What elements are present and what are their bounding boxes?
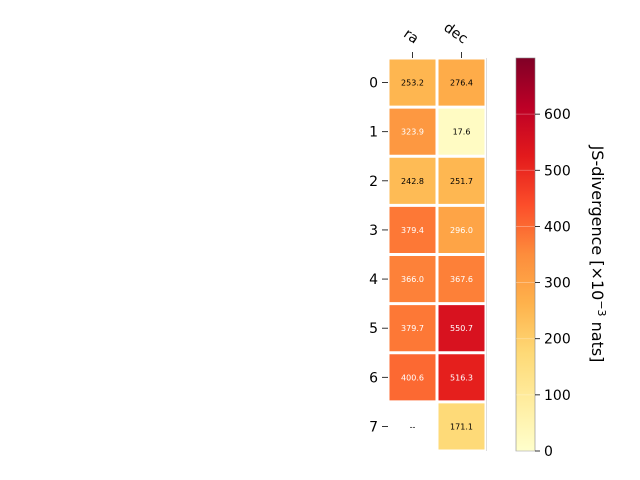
cell-value-0-dec: 276.4 [450,79,473,88]
cell-value-5-dec: 550.7 [450,324,473,333]
row-label-3: 3 [369,223,378,239]
cell-value-1-ra: 323.9 [401,128,424,137]
row-label-7: 7 [369,419,378,435]
cell-5-ra [389,305,436,352]
cell-3-dec [438,206,485,253]
colorbar-tick-label-500: 500 [544,163,571,179]
cell-4-ra [389,256,436,303]
cell-0-dec [438,59,485,106]
cell-value-2-dec: 251.7 [450,177,473,186]
cell-value-7-ra: -- [410,422,416,431]
cell-value-3-ra: 379.4 [401,226,424,235]
cell-value-5-ra: 379.7 [401,324,424,333]
cell-value-3-dec: 296.0 [450,226,473,235]
colorbar-tick-label-100: 100 [544,388,571,404]
colorbar-ticks: 0 100 200 300 400 500 600 [516,107,571,460]
cell-2-dec [438,157,485,204]
cell-value-1-dec: 17.6 [453,128,471,137]
cell-6-dec [438,354,485,401]
colorbar-tick-label-200: 200 [544,332,571,348]
row-label-0: 0 [369,76,378,92]
cell-3-ra [389,206,436,253]
cell-0-ra [389,59,436,106]
colorbar-gradient [515,57,536,452]
cell-2-ra [389,157,436,204]
heatmap-cells: 253.2 276.4 323.9 17.6 242.8 251.7 379.4 296.0 3… [389,59,485,450]
colorbar-label: JS-divergence [×10−3 nats] [588,145,608,363]
row-label-1: 1 [369,125,378,141]
cell-value-6-dec: 516.3 [450,373,473,382]
row-label-4: 4 [369,272,378,288]
cell-value-4-dec: 367.6 [450,275,473,284]
cell-4-dec [438,256,485,303]
column-labels: ra dec [400,20,470,58]
colorbar-tick-label-300: 300 [544,276,571,292]
cell-5-dec [438,305,485,352]
row-label-2: 2 [369,174,378,190]
cell-7-ra [389,403,436,450]
cell-value-6-ra: 400.6 [401,373,424,382]
colorbar-tick-label-0: 0 [544,444,553,460]
colorbar: 0 100 200 300 400 500 600 JS-divergence [×10−3… [515,57,608,460]
row-label-6: 6 [369,370,378,386]
cell-1-dec [438,108,485,155]
cell-value-4-ra: 366.0 [401,275,424,284]
cell-value-7-dec: 171.1 [450,422,473,431]
row-labels: 0 1 2 3 4 5 6 7 [369,76,388,435]
colorbar-tick-label-400: 400 [544,219,571,235]
cell-7-dec [438,403,485,450]
cell-value-2-ra: 242.8 [401,177,424,186]
cell-6-ra [389,354,436,401]
cell-1-ra [389,108,436,155]
cell-value-0-ra: 253.2 [401,79,424,88]
column-label-ra: ra [400,26,421,47]
column-label-dec: dec [441,20,471,48]
colorbar-tick-label-600: 600 [544,107,571,123]
row-label-5: 5 [369,321,378,337]
